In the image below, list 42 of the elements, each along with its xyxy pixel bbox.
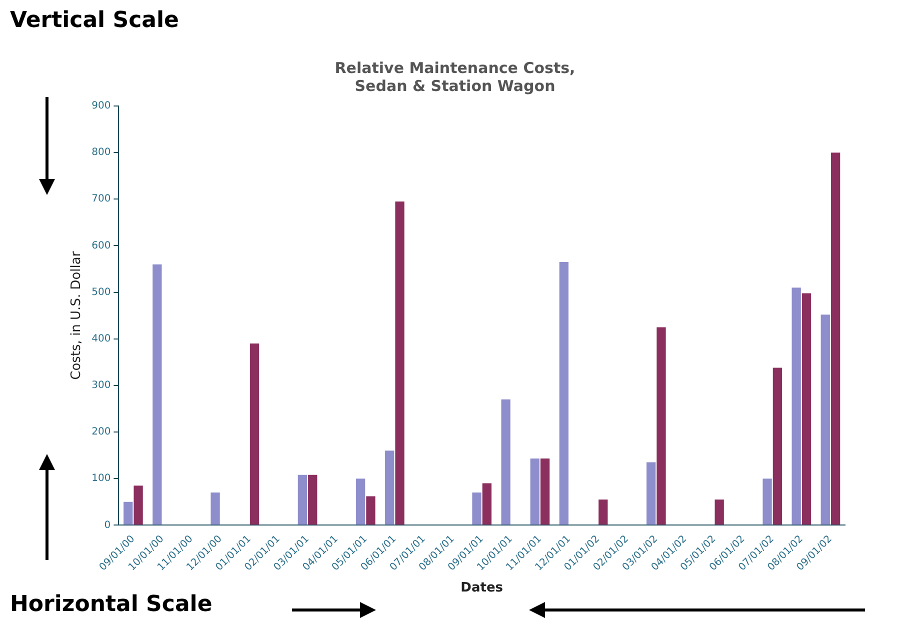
y-axis-title: Costs, in U.S. Dollar [69,250,84,380]
y-tick-label: 600 [92,240,111,252]
bar [820,314,830,525]
text: Vertical Scale [10,8,179,33]
x-axis-title: Dates [460,580,504,596]
bar [482,483,492,525]
bar [210,492,220,525]
y-tick-label: 100 [92,473,111,484]
bar [298,474,308,525]
bar [250,344,260,525]
bar [152,264,162,525]
y-tick-label: 700 [92,194,111,205]
y-tick-label: 0 [104,520,111,531]
bar [540,458,550,525]
y-tick-label: 500 [92,286,111,298]
y-tick-label: 800 [92,147,111,158]
bar [124,502,133,525]
y-tick-label: 300 [92,380,111,392]
bar [772,368,782,525]
bar [366,496,376,525]
bar [395,201,404,525]
bar [472,492,482,525]
text: Horizontal Scale [10,592,212,617]
bar [385,450,394,525]
chart-title: Relative Maintenance Costs, Sedan & Station Wagon [334,58,576,95]
bar [530,458,540,525]
bar [802,293,812,525]
y-tick-label: 400 [92,333,111,344]
bar [501,399,510,525]
bar [646,462,656,525]
bar [714,500,724,525]
bar [792,288,801,525]
bar [356,478,366,525]
bar [308,474,318,525]
y-tick-label: 900 [92,100,111,112]
y-tick-label: 200 [92,426,111,438]
bar [134,486,143,525]
bar [559,262,568,525]
bar [656,327,666,525]
bar [598,500,608,525]
bar [762,478,772,525]
bar [830,152,840,525]
